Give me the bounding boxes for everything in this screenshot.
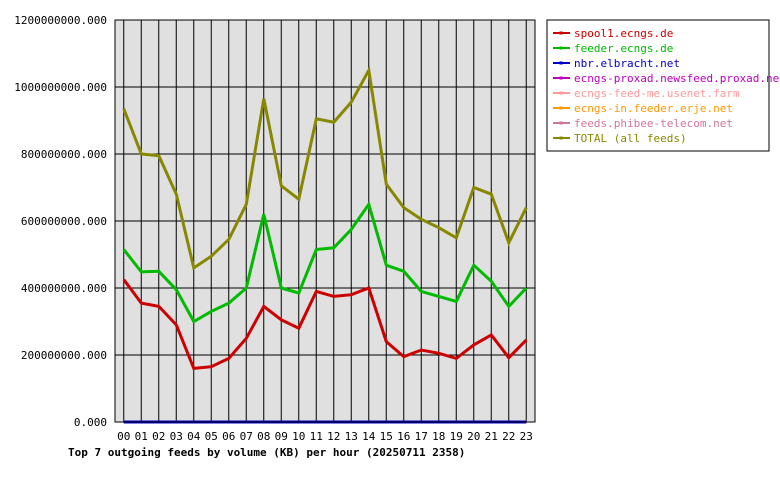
x-tick-label: 09	[275, 430, 288, 443]
x-tick-label: 19	[450, 430, 463, 443]
legend-label: ecngs-proxad.newsfeed.proxad.net	[574, 72, 780, 85]
y-tick-label: 200000000.000	[21, 349, 107, 362]
chart-title: Top 7 outgoing feeds by volume (KB) per …	[68, 446, 465, 459]
legend-label: nbr.elbracht.net	[574, 57, 680, 70]
legend-label: ecngs-in.feeder.erje.net	[574, 102, 733, 115]
x-tick-label: 18	[432, 430, 445, 443]
x-tick-label: 00	[117, 430, 130, 443]
x-tick-label: 22	[502, 430, 515, 443]
x-tick-label: 13	[345, 430, 358, 443]
plot-border	[114, 19, 536, 423]
x-tick-label: 20	[467, 430, 480, 443]
x-tick-label: 05	[205, 430, 218, 443]
x-tick-label: 23	[520, 430, 533, 443]
x-tick-label: 21	[485, 430, 498, 443]
grid	[115, 19, 535, 423]
legend-label: feeds.phibee-telecom.net	[574, 117, 733, 130]
legend-label: feeder.ecngs.de	[574, 42, 673, 55]
legend-swatch-marker	[559, 76, 563, 80]
y-tick-label: 1000000000.000	[14, 81, 107, 94]
legend-swatch-marker	[559, 136, 563, 140]
legend-label: ecngs-feed-me.usenet.farm	[574, 87, 740, 100]
x-tick-label: 10	[292, 430, 305, 443]
series-line-total-all-feeds-	[122, 65, 528, 271]
x-tick-label: 01	[135, 430, 148, 443]
y-tick-label: 0.000	[74, 416, 107, 429]
x-tick-label: 02	[152, 430, 165, 443]
y-tick-label: 400000000.000	[21, 282, 107, 295]
x-tick-label: 14	[362, 430, 376, 443]
x-tick-label: 17	[415, 430, 428, 443]
legend-swatch-marker	[559, 31, 563, 35]
x-tick-label: 12	[327, 430, 340, 443]
legend-swatch-marker	[559, 106, 563, 110]
y-tick-label: 800000000.000	[21, 148, 107, 161]
y-tick-labels: 0.000 200000000.000 400000000.000 600000000…	[14, 14, 107, 429]
legend: spool1.ecngs.de feeder.ecngs.de nbr.elbrac…	[546, 19, 780, 152]
legend-swatch-marker	[559, 46, 563, 50]
y-tick-label: 1200000000.000	[14, 14, 107, 27]
x-tick-label: 07	[240, 430, 253, 443]
x-tick-label: 06	[222, 430, 235, 443]
legend-box	[546, 19, 770, 152]
x-tick-labels: 00 01 02 03 04 05 06 07 08 09 10 11 12 13 14 15 16 17 18 19…	[117, 430, 533, 443]
x-tick-label: 04	[187, 430, 201, 443]
x-tick-label: 11	[310, 430, 323, 443]
x-tick-label: 03	[170, 430, 183, 443]
x-tick-label: 15	[380, 430, 393, 443]
legend-label: spool1.ecngs.de	[574, 27, 673, 40]
legend-swatch-marker	[559, 61, 563, 65]
legend-swatch-marker	[559, 121, 563, 125]
legend-label: TOTAL (all feeds)	[574, 132, 687, 145]
y-tick-label: 600000000.000	[21, 215, 107, 228]
series-line-feeder-ecngs-de	[122, 200, 528, 324]
x-tick-label: 08	[257, 430, 270, 443]
series-line-spool1-ecngs-de	[122, 278, 528, 371]
legend-swatch-marker	[559, 91, 563, 95]
x-tick-label: 16	[397, 430, 410, 443]
